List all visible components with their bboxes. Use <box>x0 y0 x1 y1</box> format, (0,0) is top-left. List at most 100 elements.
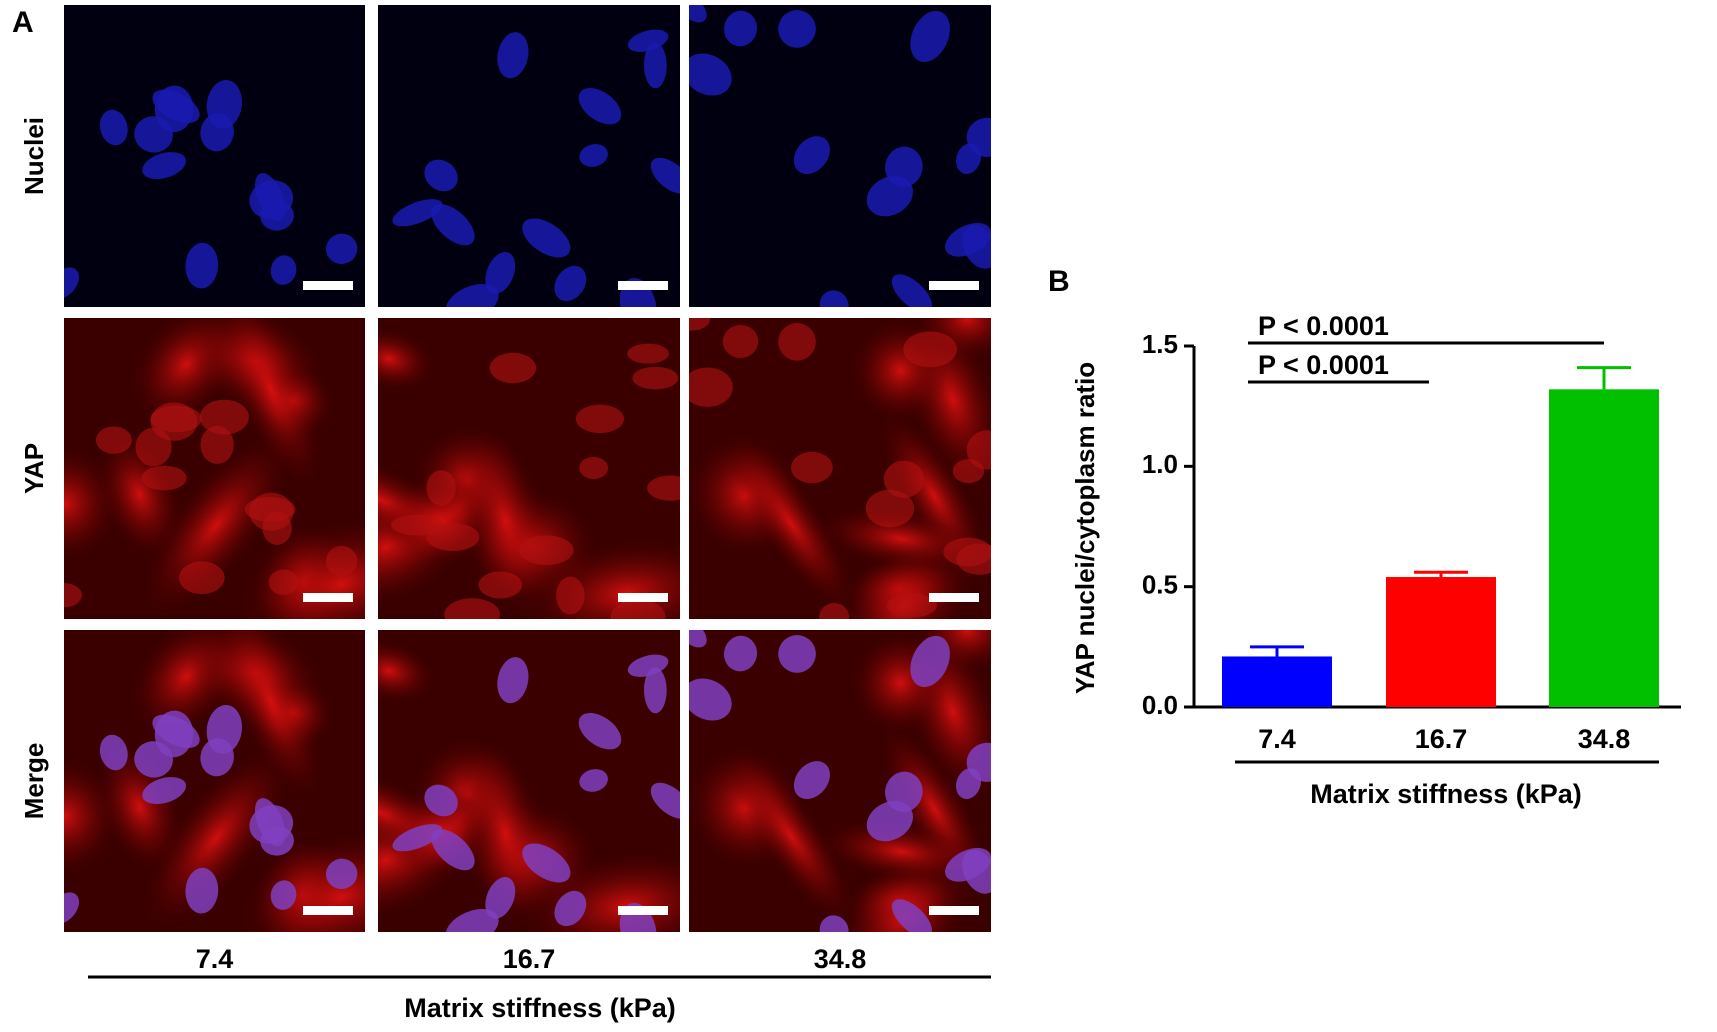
x-axis-title: Matrix stiffness (kPa) <box>404 993 676 1023</box>
nucleus <box>793 761 830 800</box>
cell <box>728 438 854 609</box>
nucleus <box>200 425 234 464</box>
column-label: 34.8 <box>814 944 867 974</box>
nucleus <box>392 824 443 852</box>
cell <box>143 437 289 613</box>
nucleus <box>966 430 991 470</box>
micrograph-bg <box>378 5 680 307</box>
nucleus <box>885 146 923 187</box>
nucleus <box>966 117 991 157</box>
nucleus <box>650 157 680 194</box>
nucleus <box>489 352 537 384</box>
cell <box>220 630 322 797</box>
nucleus <box>962 224 991 269</box>
row-label: YAP <box>19 443 49 494</box>
nucleus <box>522 218 571 258</box>
nucleus <box>325 233 358 265</box>
nucleus <box>619 902 657 932</box>
scale-bar <box>618 281 668 290</box>
nucleus <box>865 489 915 528</box>
nucleus <box>154 85 194 133</box>
bar <box>1222 656 1332 707</box>
x-tick-label: 7.4 <box>1258 724 1296 754</box>
nucleus <box>185 242 219 289</box>
cell <box>459 429 553 613</box>
nucleus <box>99 734 128 771</box>
nucleus <box>819 290 849 307</box>
nucleus <box>793 136 830 175</box>
scale-bar <box>303 281 353 290</box>
nucleus <box>200 113 234 152</box>
micrograph <box>64 630 365 932</box>
nucleus <box>632 366 679 390</box>
y-tick-label: 0.0 <box>1142 690 1178 720</box>
scale-bar <box>929 593 979 602</box>
panel-label: B <box>1048 265 1070 298</box>
nucleus <box>424 159 458 192</box>
significance-label: P < 0.0001 <box>1258 350 1389 380</box>
y-tick-label: 1.0 <box>1142 449 1178 479</box>
nucleus <box>643 667 667 714</box>
nucleus <box>643 42 667 89</box>
y-axis-title: YAP nuclei/cytoplasm ratio <box>1070 362 1100 694</box>
cell <box>378 640 434 702</box>
nucleus <box>497 32 529 79</box>
nucleus <box>689 367 733 408</box>
scale-bar <box>303 593 353 602</box>
nucleus <box>778 10 816 48</box>
cell <box>241 519 365 619</box>
nucleus <box>554 890 587 927</box>
cell <box>459 741 553 926</box>
nucleus <box>578 87 622 125</box>
nucleus <box>424 784 458 817</box>
micrograph <box>64 5 365 307</box>
x-axis-title: Matrix stiffness (kPa) <box>1310 779 1582 809</box>
nucleus <box>689 53 732 96</box>
nucleus <box>619 277 657 307</box>
nucleus <box>556 576 585 615</box>
nucleus <box>95 426 132 454</box>
scale-bar <box>618 906 668 915</box>
nucleus <box>956 543 991 575</box>
nucleus <box>885 771 923 812</box>
cell <box>220 318 322 485</box>
cell <box>378 328 434 390</box>
nucleus <box>886 593 937 618</box>
nucleus <box>445 909 499 932</box>
nucleus <box>722 325 759 358</box>
nucleus <box>485 252 516 294</box>
nucleus <box>522 843 571 883</box>
nucleus <box>99 109 128 146</box>
nucleus <box>199 399 249 435</box>
nucleus <box>444 598 501 619</box>
micrograph <box>689 630 991 932</box>
nucleus <box>64 267 80 299</box>
nucleus <box>249 805 294 844</box>
nucleus <box>431 204 475 246</box>
nucleus <box>270 880 297 910</box>
nucleus <box>883 460 925 499</box>
nucleus <box>910 635 950 687</box>
y-tick-label: 0.5 <box>1142 570 1178 600</box>
nucleus <box>778 323 816 361</box>
nucleus <box>790 451 833 484</box>
micrograph <box>689 318 991 619</box>
micrograph <box>64 318 365 619</box>
row-label: Merge <box>19 743 49 820</box>
scale-bar <box>303 906 353 915</box>
scale-bar <box>929 281 979 290</box>
nucleus <box>579 456 609 480</box>
micrograph <box>689 5 991 307</box>
nucleus <box>610 599 666 619</box>
micrograph <box>378 5 680 307</box>
cell <box>143 750 289 926</box>
nucleus <box>778 635 816 673</box>
nucleus <box>154 710 194 758</box>
nucleus <box>647 475 680 501</box>
nucleus <box>200 738 234 777</box>
nucleus <box>445 284 499 307</box>
nucleus <box>519 535 574 566</box>
x-tick-label: 34.8 <box>1578 724 1631 754</box>
cell <box>728 751 854 922</box>
nucleus <box>891 899 932 932</box>
